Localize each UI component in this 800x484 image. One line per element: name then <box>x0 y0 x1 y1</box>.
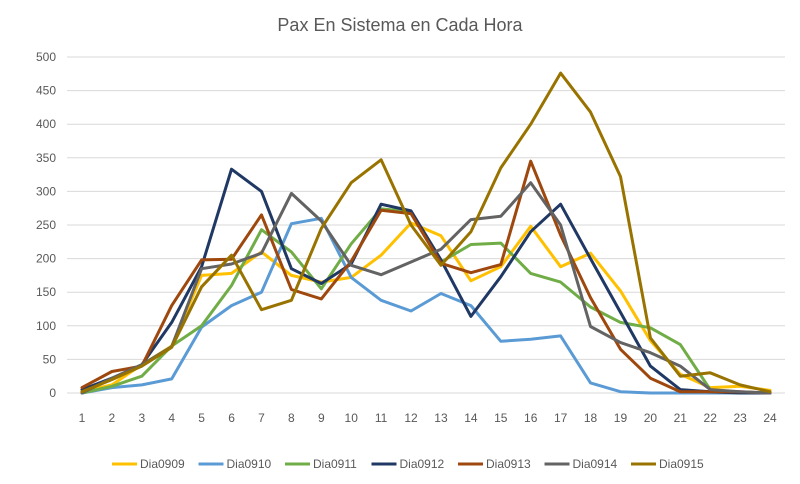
y-tick-label: 0 <box>49 386 56 400</box>
x-tick-label: 23 <box>733 411 747 425</box>
legend-item: Dia0912 <box>371 457 445 471</box>
x-tick-label: 22 <box>704 411 718 425</box>
x-tick-label: 19 <box>614 411 628 425</box>
x-tick-label: 16 <box>524 411 538 425</box>
x-tick-label: 24 <box>763 411 777 425</box>
x-tick-label: 21 <box>674 411 688 425</box>
x-tick-label: 5 <box>198 411 205 425</box>
x-tick-label: 8 <box>288 411 295 425</box>
legend-item: Dia0911 <box>285 457 357 471</box>
x-tick-label: 6 <box>228 411 235 425</box>
y-tick-label: 450 <box>36 84 56 98</box>
series-line-Dia0910 <box>80 216 772 395</box>
x-tick-label: 4 <box>168 411 175 425</box>
y-tick-label: 50 <box>43 352 57 366</box>
legend-label: Dia0915 <box>659 457 704 471</box>
legend-label: Dia0914 <box>573 457 618 471</box>
x-tick-label: 9 <box>318 411 325 425</box>
y-tick-label: 300 <box>36 184 56 198</box>
legend: Dia0909 Dia0910 Dia0911 Dia0912 Dia0913 Dia09… <box>112 457 704 471</box>
series-line-Dia0914 <box>80 181 772 395</box>
y-tick-label: 250 <box>36 218 56 232</box>
legend-item: Dia0913 <box>458 457 531 471</box>
legend-label: Dia0911 <box>313 457 357 471</box>
gridlines <box>67 56 785 394</box>
legend-item: Dia0915 <box>631 457 704 471</box>
y-tick-label: 400 <box>36 117 56 131</box>
series-line-Dia0912 <box>80 167 772 395</box>
series-Dia0913 <box>80 159 772 395</box>
legend-item: Dia0914 <box>544 457 618 471</box>
legend-label: Dia0909 <box>140 457 185 471</box>
x-tick-label: 18 <box>584 411 598 425</box>
legend-item: Dia0910 <box>198 457 272 471</box>
x-tick-label: 10 <box>345 411 359 425</box>
x-tick-label: 1 <box>79 411 86 425</box>
y-tick-label: 150 <box>36 285 56 299</box>
series-line-Dia0915 <box>80 71 772 394</box>
chart-title: Pax En Sistema en Cada Hora <box>277 15 523 35</box>
legend-label: Dia0910 <box>227 457 272 471</box>
x-tick-label: 14 <box>464 411 478 425</box>
y-tick-label: 100 <box>36 319 56 333</box>
legend-label: Dia0913 <box>486 457 531 471</box>
series-line-Dia0913 <box>80 159 772 395</box>
y-tick-label: 350 <box>36 151 56 165</box>
legend-item: Dia0909 <box>112 457 185 471</box>
x-tick-label: 11 <box>375 411 388 425</box>
x-tick-label: 17 <box>554 411 568 425</box>
series-Dia0915 <box>80 71 772 394</box>
x-tick-label: 7 <box>258 411 265 425</box>
series-lines <box>80 71 772 395</box>
legend-label: Dia0912 <box>400 457 445 471</box>
x-tick-label: 12 <box>404 411 418 425</box>
y-axis-ticks: 0 50 100 150 200 250 300 350 400 450 500 <box>36 50 56 400</box>
x-tick-label: 15 <box>494 411 508 425</box>
x-axis-ticks: 1 2 3 4 5 6 7 8 9 10 11 12 13 14 15 16 17 18 19 20 21 22 23 24 <box>79 411 777 425</box>
x-tick-label: 2 <box>109 411 116 425</box>
x-tick-label: 3 <box>138 411 145 425</box>
y-tick-label: 200 <box>36 252 56 266</box>
x-tick-label: 13 <box>434 411 448 425</box>
y-tick-label: 500 <box>36 50 56 64</box>
x-tick-label: 20 <box>644 411 658 425</box>
